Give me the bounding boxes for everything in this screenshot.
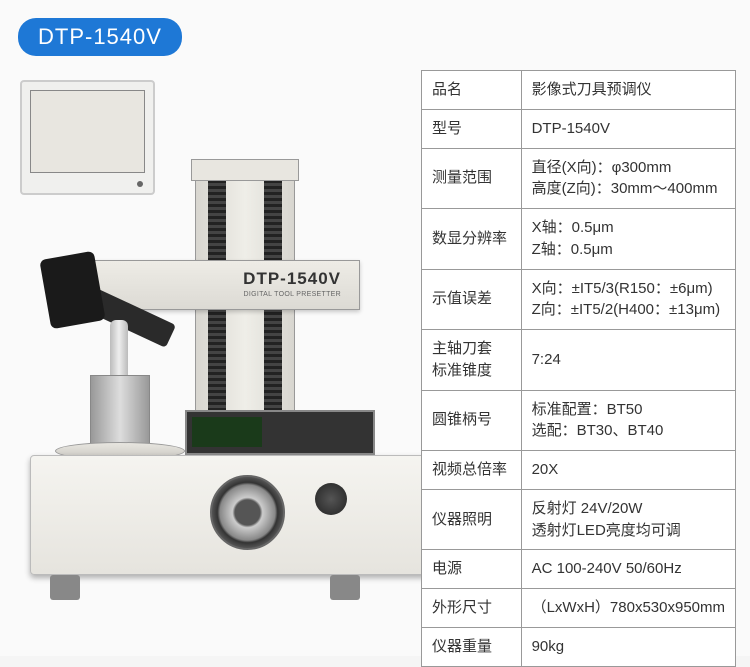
camera-icon (39, 251, 105, 329)
spec-key: 电源 (422, 550, 522, 589)
machine-column-cap (191, 159, 299, 181)
spec-key: 仪器重量 (422, 627, 522, 666)
spec-key: 主轴刀套标准锥度 (422, 330, 522, 391)
spec-table: 品名影像式刀具预调仪型号DTP-1540V测量范围直径(X向)：φ300mm高度… (421, 70, 736, 667)
tool-icon (110, 320, 128, 380)
control-panel (185, 410, 375, 455)
spec-value: 直径(X向)：φ300mm高度(Z向)：30mm～400mm (521, 148, 735, 209)
spec-key: 视频总倍率 (422, 451, 522, 490)
spec-value: 标准配置：BT50选配：BT30、BT40 (521, 390, 735, 451)
table-row: 外形尺寸（LxWxH）780x530x950mm (422, 589, 736, 628)
table-row: 示值误差X向：±IT5/3(R150：±6μm)Z向：±IT5/2(H400：±… (422, 269, 736, 330)
table-row: 电源AC 100-240V 50/60Hz (422, 550, 736, 589)
table-row: 数显分辨率X轴：0.5μmZ轴：0.5μm (422, 209, 736, 270)
spec-value: 反射灯 24V/20W透射灯LED亮度均可调 (521, 489, 735, 550)
table-row: 测量范围直径(X向)：φ300mm高度(Z向)：30mm～400mm (422, 148, 736, 209)
spec-value: 20X (521, 451, 735, 490)
spec-key: 示值误差 (422, 269, 522, 330)
knob-icon (315, 483, 347, 515)
spec-key: 仪器照明 (422, 489, 522, 550)
spec-key: 圆锥柄号 (422, 390, 522, 451)
model-badge: DTP-1540V (18, 18, 182, 56)
spec-key: 测量范围 (422, 148, 522, 209)
spec-key: 型号 (422, 109, 522, 148)
machine-illustration: DTP-1540V DIGITAL TOOL PRESETTER (30, 120, 430, 630)
handwheel-icon (210, 475, 285, 550)
foot-left (50, 575, 80, 600)
table-row: 视频总倍率20X (422, 451, 736, 490)
table-row: 仪器重量90kg (422, 627, 736, 666)
product-image-area: DTP-1540V DIGITAL TOOL PRESETTER (10, 70, 430, 630)
spindle-icon (90, 375, 150, 445)
spec-value: DTP-1540V (521, 109, 735, 148)
spec-value: 90kg (521, 627, 735, 666)
arm-model-label: DTP-1540V (243, 269, 341, 289)
spec-value: X向：±IT5/3(R150：±6μm)Z向：±IT5/2(H400：±13μm… (521, 269, 735, 330)
table-row: 仪器照明反射灯 24V/20W透射灯LED亮度均可调 (422, 489, 736, 550)
spec-value: 7:24 (521, 330, 735, 391)
spec-key: 数显分辨率 (422, 209, 522, 270)
table-row: 型号DTP-1540V (422, 109, 736, 148)
spec-value: X轴：0.5μmZ轴：0.5μm (521, 209, 735, 270)
table-row: 圆锥柄号标准配置：BT50选配：BT30、BT40 (422, 390, 736, 451)
spec-key: 外形尺寸 (422, 589, 522, 628)
table-row: 品名影像式刀具预调仪 (422, 71, 736, 110)
table-row: 主轴刀套标准锥度7:24 (422, 330, 736, 391)
spec-key: 品名 (422, 71, 522, 110)
spec-value: 影像式刀具预调仪 (521, 71, 735, 110)
panel-display-icon (192, 417, 262, 447)
spec-value: （LxWxH）780x530x950mm (521, 589, 735, 628)
arm-subtitle: DIGITAL TOOL PRESETTER (244, 291, 342, 298)
spec-value: AC 100-240V 50/60Hz (521, 550, 735, 589)
foot-right (330, 575, 360, 600)
